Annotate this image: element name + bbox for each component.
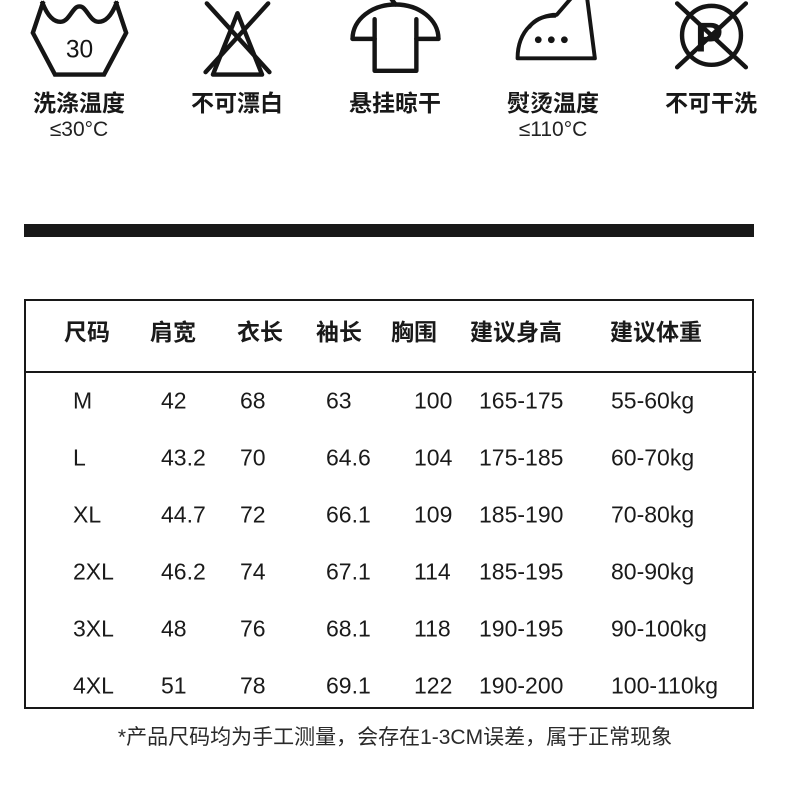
svg-text:P: P: [695, 13, 723, 60]
svg-text:30: 30: [65, 36, 92, 63]
